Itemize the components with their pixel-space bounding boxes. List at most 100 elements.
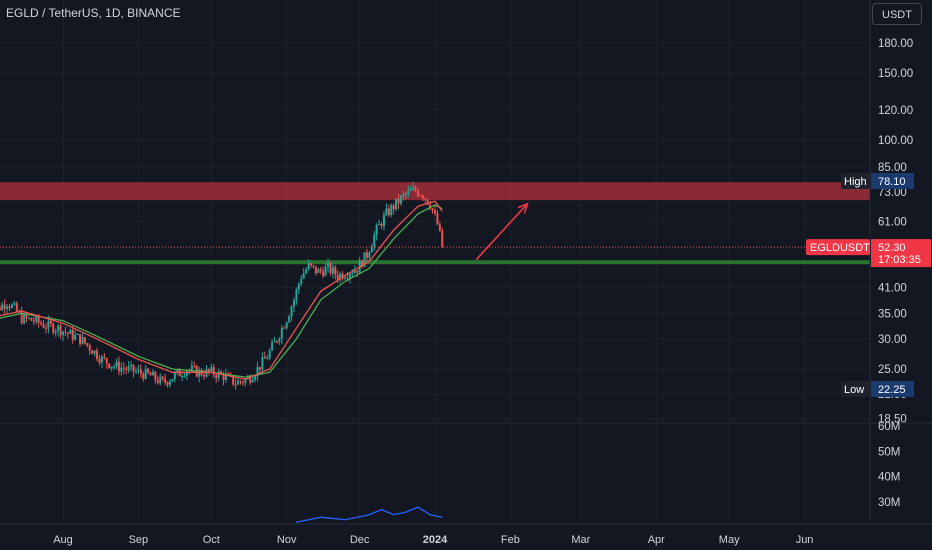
candle-body xyxy=(79,334,82,344)
candle-body xyxy=(404,193,407,195)
candle-body xyxy=(271,342,274,351)
candle-body xyxy=(249,377,252,383)
candle xyxy=(64,326,67,337)
currency-button[interactable]: USDT xyxy=(872,3,922,25)
candle-body xyxy=(49,320,52,324)
candle-body xyxy=(132,364,135,372)
candle-body xyxy=(57,325,60,332)
candle-body xyxy=(421,195,424,199)
candle-body xyxy=(217,371,220,379)
candle-body xyxy=(25,314,28,319)
candle xyxy=(69,328,72,334)
candle-body xyxy=(139,369,142,374)
candle-body xyxy=(93,350,96,354)
volume-pane xyxy=(296,506,443,523)
price-tick-label: 30.00 xyxy=(878,334,907,346)
candle-body xyxy=(100,356,103,363)
last-symbol-bg xyxy=(806,239,870,256)
time-axis[interactable]: Aug Sep Oct Nov Dec 2024 Feb Mar Apr May Jun xyxy=(53,534,813,546)
volume-tick-label: 60M xyxy=(878,421,900,433)
annotation-arrow-head xyxy=(517,202,529,214)
candle-body xyxy=(237,380,240,385)
candle-body xyxy=(295,289,298,301)
candle xyxy=(30,317,33,322)
candle-body xyxy=(426,199,429,205)
candle-body xyxy=(113,366,116,368)
candle-body xyxy=(424,198,427,200)
candle xyxy=(341,271,344,281)
candle-body xyxy=(258,367,261,370)
candle-body xyxy=(83,337,86,344)
candle xyxy=(436,209,439,226)
candle-body xyxy=(178,369,181,377)
candle-body xyxy=(339,273,342,280)
candle-body xyxy=(130,364,133,367)
candle-body xyxy=(241,381,244,383)
candle xyxy=(3,299,6,315)
candle-body xyxy=(168,381,171,385)
candle-body xyxy=(37,316,40,323)
candle xyxy=(261,352,264,375)
candle-body xyxy=(190,365,193,370)
candle xyxy=(142,371,145,382)
candle-body xyxy=(353,270,356,274)
candle-body xyxy=(399,195,402,204)
candle xyxy=(8,304,11,312)
candle xyxy=(288,314,291,323)
price-tick-label: 85.00 xyxy=(878,162,907,174)
candle-body xyxy=(173,372,176,380)
candle xyxy=(149,371,152,376)
candle xyxy=(280,324,283,345)
candle xyxy=(390,203,393,218)
candle xyxy=(329,261,332,276)
time-tick-label: 2024 xyxy=(423,534,448,546)
candle xyxy=(361,259,364,269)
candle-body xyxy=(412,187,415,190)
zones xyxy=(0,182,870,265)
candle xyxy=(110,366,113,372)
candle-body xyxy=(380,223,383,227)
candle-body xyxy=(161,376,164,379)
candle-body xyxy=(434,210,436,214)
support-zone[interactable] xyxy=(0,260,870,265)
candle xyxy=(215,372,218,383)
candle-body xyxy=(10,304,13,308)
candle xyxy=(32,316,35,326)
candle-body xyxy=(110,366,113,369)
candle-body xyxy=(66,332,69,334)
candle xyxy=(392,203,395,215)
volume-axis[interactable]: 60M 50M 40M 30M xyxy=(878,421,900,509)
candle-body xyxy=(261,356,264,370)
candle-body xyxy=(297,283,300,290)
candle xyxy=(159,373,162,386)
low-label-bg xyxy=(841,381,871,397)
candle-body xyxy=(69,330,72,334)
candle xyxy=(151,368,154,376)
candle xyxy=(62,331,64,342)
candle xyxy=(378,219,381,225)
high-label-bg xyxy=(841,173,871,189)
candle xyxy=(96,347,99,362)
time-tick-label: Apr xyxy=(648,534,665,546)
candle-body xyxy=(117,361,120,372)
candle-body xyxy=(183,375,186,377)
candle xyxy=(171,378,174,382)
candle xyxy=(322,266,325,279)
price-tick-label: 120.00 xyxy=(878,105,913,117)
resistance-zone[interactable] xyxy=(0,182,870,201)
candle xyxy=(88,343,91,356)
candle-body xyxy=(266,358,269,360)
candle-body xyxy=(127,366,130,370)
candle-body xyxy=(292,300,295,307)
symbol-title[interactable]: EGLD / TetherUS, 1D, BINANCE xyxy=(6,6,181,20)
candle xyxy=(20,306,23,325)
candle-body xyxy=(351,273,354,275)
candle-body xyxy=(137,369,140,372)
candle xyxy=(54,328,57,337)
candle-body xyxy=(181,376,184,378)
candle xyxy=(324,262,327,277)
annotation-arrow[interactable] xyxy=(475,203,528,261)
candle-body xyxy=(307,263,310,270)
candle-body xyxy=(40,322,43,325)
